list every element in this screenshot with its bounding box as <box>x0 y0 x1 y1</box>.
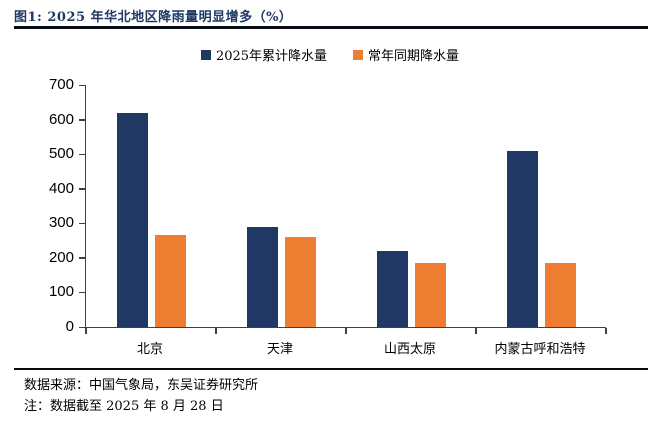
legend-label-normal: 常年同期降水量 <box>368 49 460 64</box>
y-tick-mark <box>79 257 85 259</box>
x-tick-mark <box>215 328 217 334</box>
legend-item-normal: 常年同期降水量 <box>353 45 459 64</box>
x-tick-mark <box>475 328 477 334</box>
bar <box>506 150 538 327</box>
chart-legend: 2025年累计降水量 常年同期降水量 <box>0 45 660 64</box>
y-tick-label: 100 <box>48 283 74 301</box>
y-tick-mark <box>79 326 85 328</box>
bar <box>376 250 408 327</box>
figure-title: 图1: 2025 年华北地区降雨量明显增多（%） <box>14 10 293 25</box>
y-tick-label: 300 <box>48 214 74 232</box>
x-axis-label: 山西太原 <box>383 342 436 357</box>
x-tick-mark <box>605 328 607 334</box>
x-tick-mark <box>85 328 87 334</box>
bar <box>154 235 186 327</box>
bar <box>544 263 576 327</box>
legend-swatch-2025-icon <box>200 49 211 60</box>
x-axis-label: 天津 <box>266 342 293 357</box>
bar-group <box>216 85 346 327</box>
plot-area <box>85 85 606 328</box>
y-tick-mark <box>79 291 85 294</box>
y-tick-mark <box>79 119 85 121</box>
y-tick-mark <box>79 84 85 86</box>
x-tick-mark <box>345 328 347 334</box>
bar <box>284 237 316 327</box>
y-tick-label: 500 <box>48 145 74 163</box>
y-tick-label: 0 <box>65 318 74 335</box>
legend-swatch-normal-icon <box>353 49 364 60</box>
x-axis-labels: 北京 天津 山西太原 内蒙古呼和浩特 <box>85 338 605 357</box>
y-tick-label: 600 <box>48 110 74 128</box>
footer: 数据来源：中国气象局，东吴证券研究所 注：数据截至 2025 年 8 月 28 … <box>24 375 258 417</box>
y-tick-mark <box>79 222 85 225</box>
legend-item-2025: 2025年累计降水量 <box>200 45 328 64</box>
bar-group <box>86 85 216 327</box>
data-note: 注：数据截至 2025 年 8 月 28 日 <box>24 399 224 414</box>
footer-divider <box>14 368 648 370</box>
x-axis-label: 北京 <box>136 342 163 357</box>
legend-label-2025: 2025年累计降水量 <box>215 49 328 64</box>
title-divider <box>14 26 648 29</box>
data-source: 数据来源：中国气象局，东吴证券研究所 <box>24 378 259 393</box>
bar <box>116 112 148 327</box>
bar <box>246 226 278 327</box>
bar-group <box>476 85 606 327</box>
y-tick-label: 400 <box>48 179 74 197</box>
bar-group <box>346 85 476 327</box>
bar <box>414 263 446 327</box>
x-axis-label: 内蒙古呼和浩特 <box>494 342 586 357</box>
y-tick-mark <box>79 188 85 190</box>
y-tick-label: 700 <box>48 76 74 93</box>
y-tick-label: 200 <box>48 248 74 266</box>
y-tick-mark <box>79 153 85 156</box>
